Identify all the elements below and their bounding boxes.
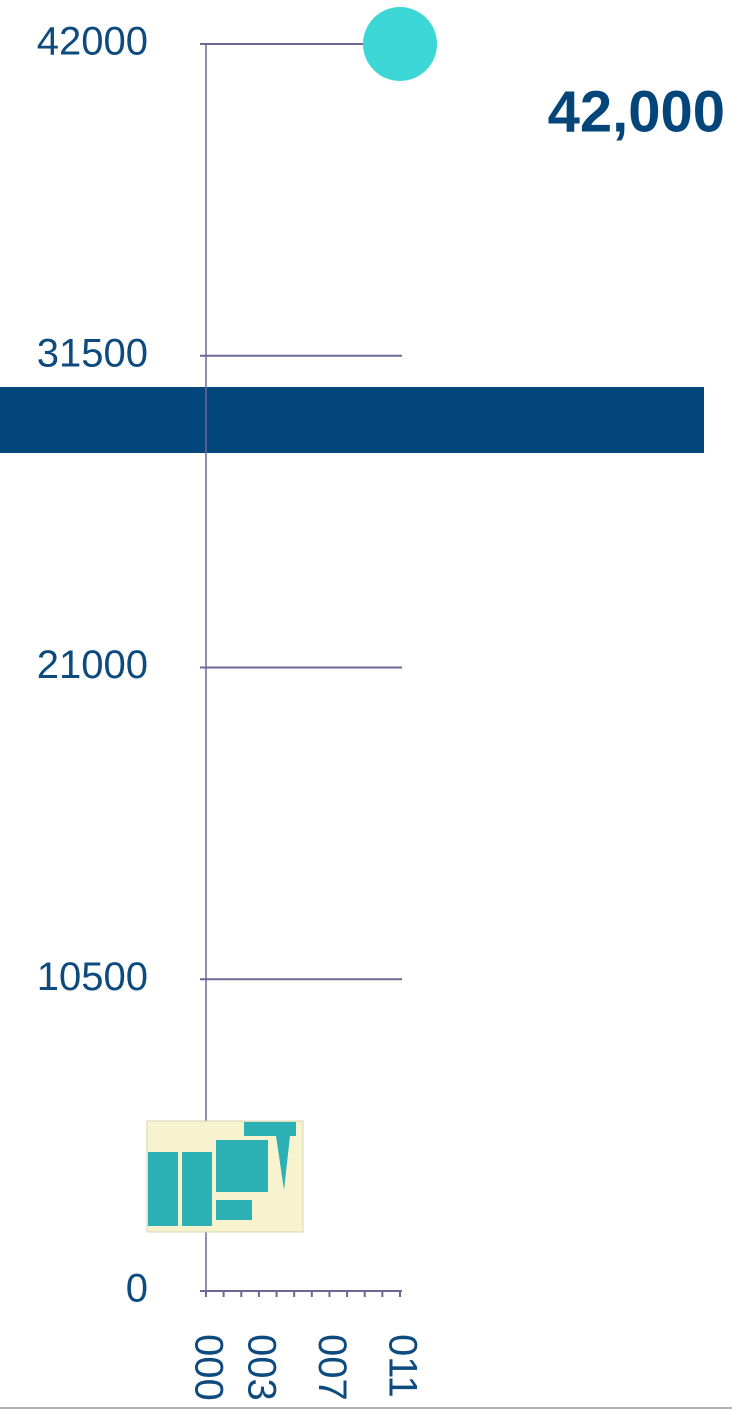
x-tick-label: 003 xyxy=(239,1334,283,1401)
y-tick-label: 42000 xyxy=(37,20,148,64)
x-tick-label: 000 xyxy=(186,1334,230,1401)
y-tick-label: 0 xyxy=(126,1267,148,1311)
value-label: 42,000 xyxy=(548,79,725,144)
y-tick-label: 21000 xyxy=(37,643,148,687)
y-tick-label: 10500 xyxy=(37,955,148,999)
y-tick-label: 31500 xyxy=(37,331,148,375)
thumbnail xyxy=(146,1120,304,1233)
x-tick-label: 007 xyxy=(310,1334,354,1401)
banner-band xyxy=(0,387,704,453)
x-tick-label: 011 xyxy=(380,1334,424,1398)
data-point xyxy=(363,7,437,81)
